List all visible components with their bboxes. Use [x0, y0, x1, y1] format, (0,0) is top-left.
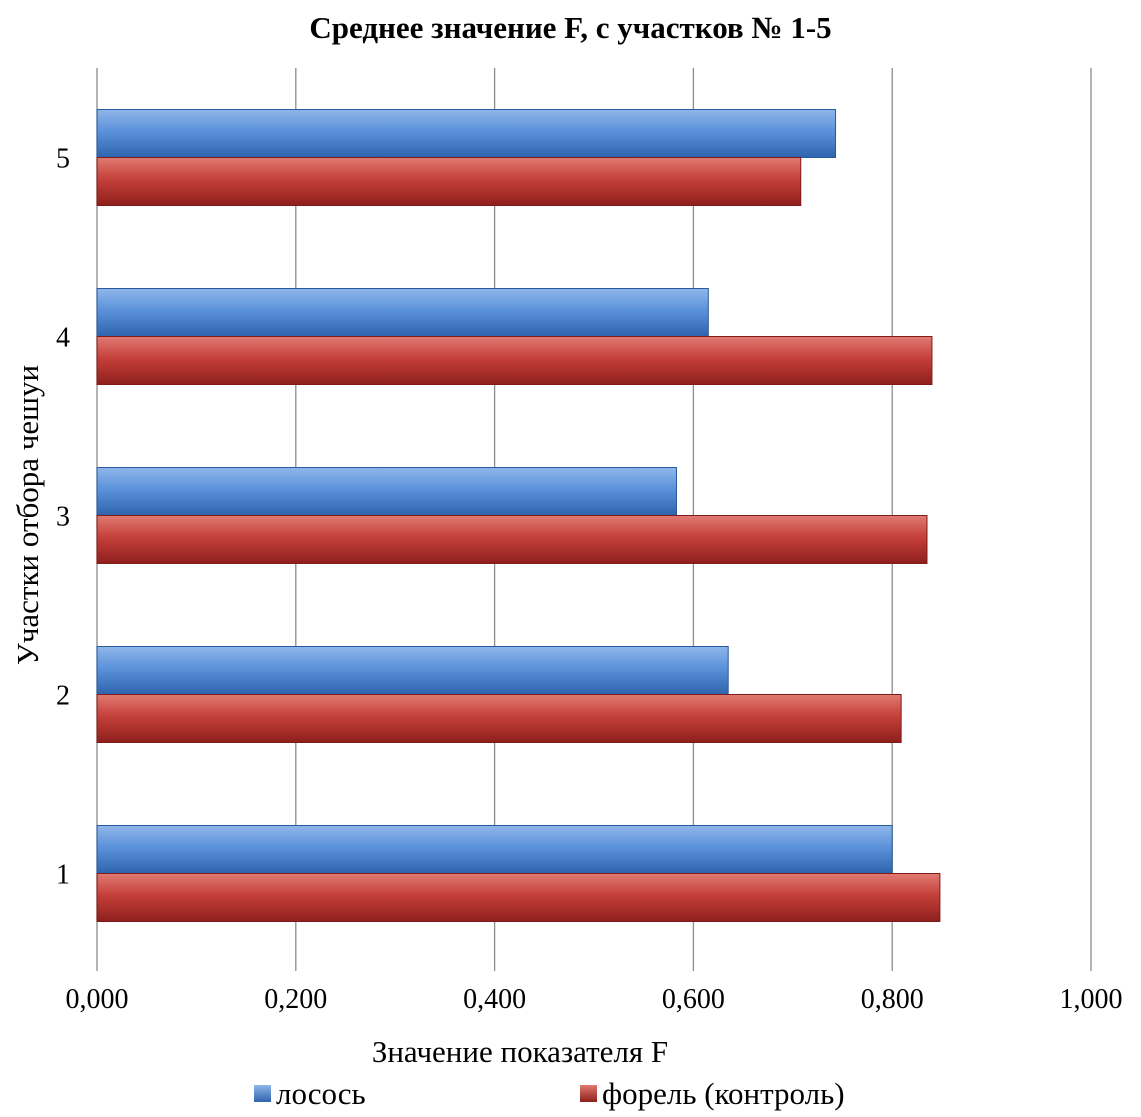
x-tick-label: 0,200: [264, 984, 327, 1015]
x-tick-label: 0,600: [662, 984, 725, 1015]
legend-label-salmon: лосось: [276, 1076, 366, 1111]
bar-trout-1: [96, 873, 941, 922]
x-tick-label: 0,000: [66, 984, 129, 1015]
bar-trout-2: [96, 694, 902, 743]
x-tick-label: 0,800: [861, 984, 924, 1015]
bar-trout-5: [96, 157, 802, 206]
legend-item-trout: форель (контроль): [580, 1074, 845, 1114]
bar-salmon-1: [96, 825, 893, 874]
chart-title: Среднее значение F, с участков № 1-5: [309, 10, 832, 45]
y-tick-label: 3: [56, 502, 70, 533]
legend-swatch-salmon: [254, 1085, 271, 1103]
bar-salmon-3: [96, 467, 678, 516]
y-tick-label: 1: [56, 860, 70, 891]
y-axis-title: Участки отбора чешуи: [10, 365, 45, 665]
bar-trout-4: [96, 336, 933, 385]
bar-salmon-4: [96, 288, 709, 337]
chart-plot: 0,000 0,200 0,400 0,600 0,800 1,000 1 2 3 4 5 Учас…: [10, 68, 1123, 1069]
bar-trout-3: [96, 515, 928, 564]
y-tick-label: 5: [56, 144, 70, 175]
y-tick-label: 4: [56, 323, 70, 354]
x-axis-title: Значение показателя F: [372, 1034, 668, 1069]
legend: лосось форель (контроль): [0, 1074, 1141, 1114]
x-tick-label: 0,400: [463, 984, 526, 1015]
bar-salmon-2: [96, 646, 729, 695]
x-tick-label: 1,000: [1060, 984, 1123, 1015]
legend-item-salmon: лосось: [254, 1074, 366, 1114]
bar-salmon-5: [96, 109, 837, 158]
legend-swatch-trout: [580, 1085, 597, 1103]
y-tick-label: 2: [56, 681, 70, 712]
legend-label-trout: форель (контроль): [602, 1076, 845, 1111]
